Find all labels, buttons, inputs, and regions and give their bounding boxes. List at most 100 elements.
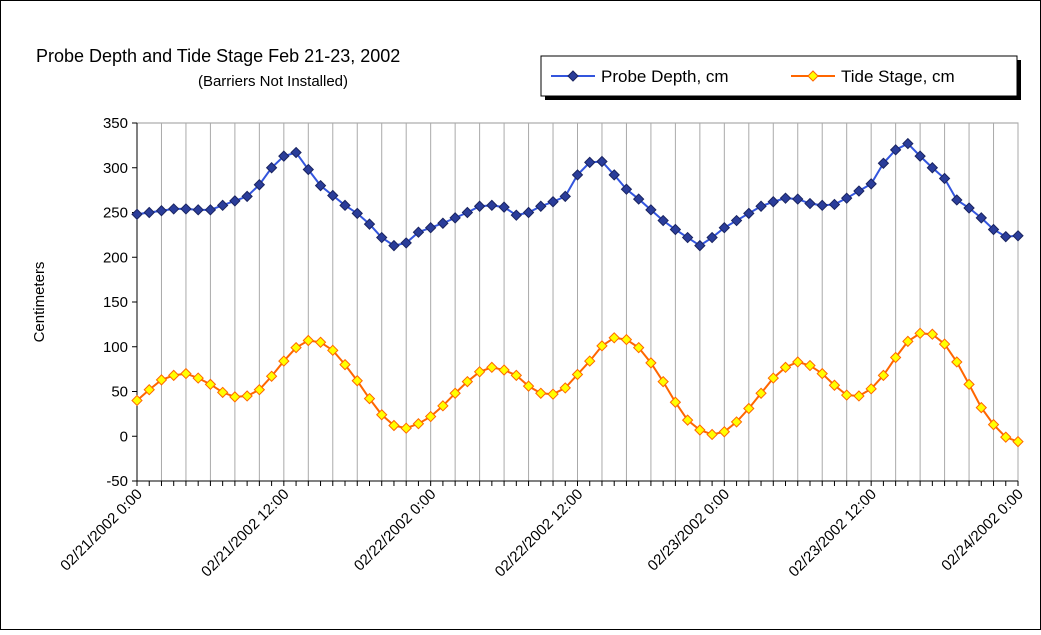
- data-point: [926, 328, 939, 340]
- data-point: [889, 144, 902, 156]
- data-point: [278, 355, 290, 367]
- data-point: [155, 205, 168, 217]
- data-point: [449, 212, 461, 224]
- data-point: [192, 372, 204, 384]
- data-point: [632, 193, 645, 205]
- data-point: [1012, 435, 1024, 448]
- chart-title: Probe Depth and Tide Stage Feb 21-23, 20…: [36, 46, 400, 66]
- data-point: [204, 204, 217, 216]
- y-tick-label: 250: [103, 205, 128, 222]
- data-point: [584, 156, 596, 169]
- data-point: [620, 333, 633, 346]
- data-point: [963, 202, 975, 214]
- legend-label: Tide Stage, cm: [841, 67, 955, 86]
- legend: [540, 55, 1018, 97]
- data-point: [645, 204, 657, 216]
- data-point: [498, 364, 510, 376]
- y-tick-label: 300: [103, 160, 128, 177]
- data-point: [1000, 230, 1012, 243]
- data-point: [1012, 230, 1024, 242]
- data-point: [376, 231, 388, 244]
- data-point: [779, 192, 792, 204]
- data-point: [571, 169, 584, 181]
- data-point: [376, 409, 388, 421]
- data-point: [743, 402, 755, 415]
- data-point: [265, 370, 278, 382]
- data-point: [131, 394, 143, 407]
- data-point: [645, 357, 657, 369]
- data-point: [755, 200, 767, 212]
- legend-label: Probe Depth, cm: [601, 67, 729, 86]
- data-point: [131, 208, 143, 220]
- data-point: [461, 206, 474, 219]
- data-point: [987, 418, 1000, 431]
- data-point: [767, 372, 779, 384]
- data-point: [547, 388, 559, 400]
- data-point: [657, 375, 669, 388]
- data-point: [669, 396, 682, 408]
- data-point: [424, 410, 437, 423]
- data-point: [975, 212, 987, 224]
- data-point: [828, 379, 841, 391]
- data-point: [694, 239, 706, 252]
- data-point: [706, 231, 718, 244]
- data-point: [400, 422, 412, 434]
- data-point: [522, 380, 535, 392]
- data-point: [339, 358, 351, 371]
- data-point: [743, 207, 755, 220]
- y-axis-label: Centimeters: [31, 262, 48, 343]
- data-point: [522, 206, 535, 219]
- data-point: [767, 196, 779, 208]
- data-point: [828, 198, 841, 211]
- data-point: [914, 327, 926, 340]
- data-point: [987, 223, 1000, 236]
- data-point: [584, 355, 596, 367]
- data-point: [290, 146, 302, 159]
- y-tick-label: 350: [103, 115, 128, 132]
- data-point: [804, 359, 816, 372]
- data-point: [363, 392, 376, 405]
- legend-marker: [567, 70, 579, 82]
- data-point: [327, 344, 339, 357]
- data-point: [449, 387, 461, 399]
- data-point: [535, 200, 547, 212]
- data-point: [424, 222, 437, 234]
- data-point: [792, 356, 804, 368]
- data-point: [779, 361, 792, 374]
- data-point: [718, 222, 731, 234]
- data-point: [840, 192, 853, 204]
- data-point: [804, 197, 816, 210]
- data-point: [681, 231, 694, 244]
- data-point: [963, 378, 975, 391]
- data-point: [437, 217, 449, 229]
- data-point: [816, 367, 828, 380]
- data-point: [327, 189, 339, 202]
- data-point: [559, 382, 571, 394]
- data-point: [877, 369, 890, 382]
- data-point: [865, 178, 877, 190]
- data-point: [694, 424, 706, 436]
- data-point: [730, 214, 743, 227]
- data-point: [938, 172, 951, 185]
- data-point: [412, 226, 425, 238]
- data-point: [351, 375, 363, 387]
- data-point: [168, 203, 180, 215]
- data-point: [168, 369, 180, 382]
- data-point: [265, 162, 278, 174]
- data-point: [755, 387, 767, 399]
- data-point: [486, 361, 498, 374]
- data-point: [278, 150, 290, 162]
- data-point: [290, 341, 302, 354]
- legend-marker: [807, 70, 819, 82]
- data-point: [339, 199, 351, 212]
- data-point: [657, 214, 669, 227]
- data-point: [853, 185, 865, 197]
- data-point: [143, 384, 155, 396]
- data-point: [461, 375, 474, 388]
- data-point: [914, 150, 926, 162]
- data-point: [975, 401, 987, 414]
- data-point: [951, 356, 963, 368]
- data-point: [902, 335, 914, 348]
- data-point: [938, 338, 951, 350]
